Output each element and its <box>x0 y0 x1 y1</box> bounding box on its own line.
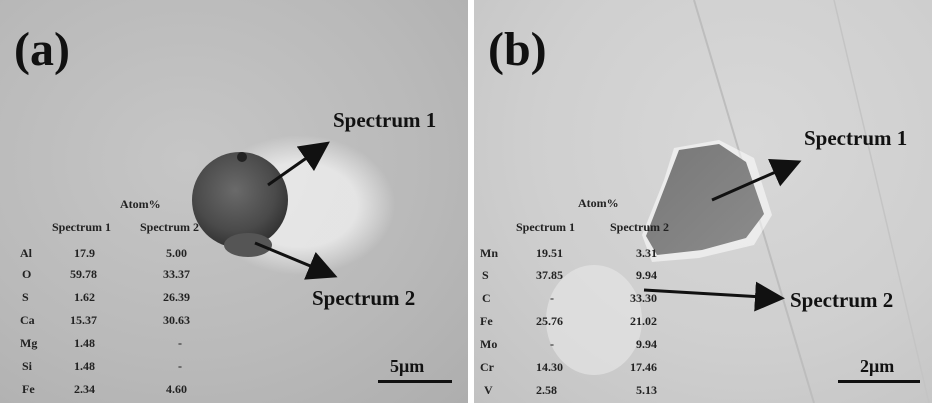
panel-label: (a) <box>14 23 70 76</box>
scale-bar <box>378 380 452 383</box>
spectrum-2-label: Spectrum 2 <box>790 288 894 312</box>
spectrum-1-value: - <box>550 337 554 351</box>
spectrum-1-arrow <box>267 141 330 187</box>
column-header-spectrum-2: Spectrum 2 <box>140 220 199 234</box>
table-title: Atom% <box>120 197 161 211</box>
table-row: Mn 19.51 3.31 <box>474 246 714 266</box>
spectrum-1-value: - <box>550 291 554 305</box>
element-cell: S <box>22 290 29 304</box>
element-cell: V <box>484 383 493 397</box>
table-row: Fe 25.76 21.02 <box>474 314 714 334</box>
table-row: S 37.85 9.94 <box>474 268 714 288</box>
matrix-bright-region <box>546 265 642 375</box>
spectrum-2-value: - <box>178 336 182 350</box>
spectrum-2-value: 33.37 <box>163 267 190 281</box>
table-row: S 1.62 26.39 <box>0 290 240 310</box>
table-row: Al 17.9 5.00 <box>0 246 240 266</box>
sem-panel-b: (b) Spectrum 1 Spectrum 2 Atom% Spectrum… <box>474 0 932 403</box>
element-cell: Mo <box>480 337 498 351</box>
spectrum-1-value: 2.34 <box>74 382 95 396</box>
spectrum-1-value: 17.9 <box>74 246 95 260</box>
spectrum-1-label: Spectrum 1 <box>333 108 437 132</box>
table-row: Mo - 9.94 <box>474 337 714 357</box>
spectrum-1-value: 37.85 <box>536 268 563 282</box>
table-row: Ca 15.37 30.63 <box>0 313 240 333</box>
spectrum-2-value: 3.31 <box>636 246 657 260</box>
spectrum-2-value: 26.39 <box>163 290 190 304</box>
table-row: Fe 2.34 4.60 <box>0 382 240 402</box>
table-row: Mg 1.48 - <box>0 336 240 356</box>
spectrum-2-arrow <box>643 281 785 312</box>
spectrum-2-value: 17.46 <box>630 360 657 374</box>
spectrum-1-value: 1.48 <box>74 359 95 373</box>
element-cell: Mg <box>20 336 38 350</box>
element-cell: Si <box>22 359 33 373</box>
scale-bar <box>838 380 920 383</box>
spectrum-1-label: Spectrum 1 <box>804 126 908 150</box>
spectrum-1-arrow <box>711 158 802 202</box>
spectrum-2-value: 30.63 <box>163 313 190 327</box>
spectrum-1-value: 19.51 <box>536 246 563 260</box>
column-header-spectrum-1: Spectrum 1 <box>516 220 575 234</box>
spectrum-1-value: 25.76 <box>536 314 563 328</box>
spectrum-1-value: 2.58 <box>536 383 557 397</box>
element-cell: O <box>22 267 32 281</box>
inclusion-secondary-phase <box>224 233 272 257</box>
table-row: C - 33.30 <box>474 291 714 311</box>
inclusion-particle <box>646 144 764 255</box>
spectrum-1-value: 15.37 <box>70 313 97 327</box>
spectrum-2-value: 9.94 <box>636 337 657 351</box>
spectrum-2-value: 5.00 <box>166 246 187 260</box>
spectrum-2-value: 33.30 <box>630 291 657 305</box>
inclusion-dark-spot <box>237 152 247 162</box>
spectrum-2-arrow <box>254 241 338 280</box>
panel-b-graphics <box>546 0 930 403</box>
spectrum-1-value: 14.30 <box>536 360 563 374</box>
inclusion-particle <box>192 152 288 248</box>
element-cell: Fe <box>22 382 35 396</box>
element-cell: C <box>482 291 491 305</box>
element-cell: Fe <box>480 314 493 328</box>
table-row: V 2.58 5.13 <box>474 383 714 403</box>
spectrum-1-value: 1.62 <box>74 290 95 304</box>
table-row: O 59.78 33.37 <box>0 267 240 287</box>
spectrum-2-value: 4.60 <box>166 382 187 396</box>
spectrum-2-value: 9.94 <box>636 268 657 282</box>
panel-divider <box>468 0 474 403</box>
panel-label: (b) <box>488 23 547 76</box>
scale-label: 2μm <box>860 356 895 376</box>
scratch-line <box>833 0 930 403</box>
element-cell: Cr <box>480 360 494 374</box>
scale-label: 5μm <box>390 356 425 376</box>
spectrum-2-value: - <box>178 359 182 373</box>
panel-a-graphics <box>192 135 395 280</box>
spectrum-2-value: 21.02 <box>630 314 657 328</box>
spectrum-2-label: Spectrum 2 <box>312 286 416 310</box>
table-row: Cr 14.30 17.46 <box>474 360 714 380</box>
element-cell: Ca <box>20 313 35 327</box>
sem-panel-a: (a) Spectrum 1 Spectrum 2 Atom% Spectrum… <box>0 0 468 403</box>
element-cell: Al <box>20 246 32 260</box>
element-cell: S <box>482 268 489 282</box>
table-row: Si 1.48 - <box>0 359 240 379</box>
column-header-spectrum-1: Spectrum 1 <box>52 220 111 234</box>
spectrum-2-value: 5.13 <box>636 383 657 397</box>
column-header-spectrum-2: Spectrum 2 <box>610 220 669 234</box>
table-title: Atom% <box>578 196 619 210</box>
spectrum-1-value: 59.78 <box>70 267 97 281</box>
element-cell: Mn <box>480 246 498 260</box>
spectrum-1-value: 1.48 <box>74 336 95 350</box>
